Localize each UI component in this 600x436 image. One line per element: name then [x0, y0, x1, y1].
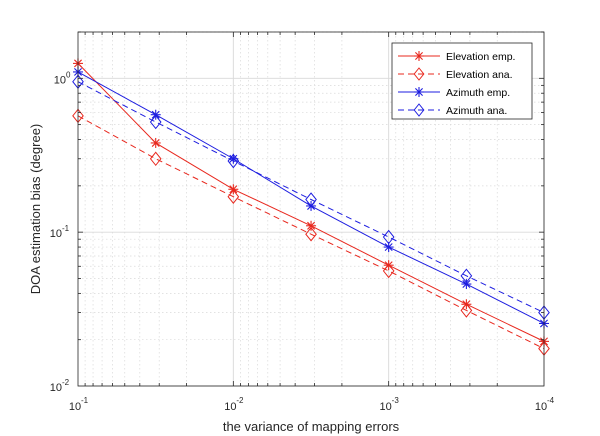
legend-entry-elevation-emp: Elevation emp. — [398, 51, 515, 63]
x-tick-label: 10-4 — [535, 396, 555, 413]
legend-entry-azimuth-ana: Azimuth ana. — [398, 103, 507, 117]
data-point-elevation-ana — [305, 226, 317, 242]
x-tick-label: 10-2 — [224, 396, 244, 413]
data-point-azimuth-ana — [149, 114, 162, 130]
data-point-elevation-ana — [149, 151, 162, 167]
data-point-elevation-ana — [460, 303, 473, 318]
y-tick-label-base: 10 — [50, 382, 62, 394]
legend-label: Elevation emp. — [446, 51, 515, 63]
y-tick-label: 10 -1 — [50, 224, 70, 240]
series-group — [72, 58, 550, 356]
data-point-elevation-ana — [227, 189, 240, 205]
asterisk-stroke — [229, 154, 238, 163]
legend-label: Azimuth emp. — [446, 87, 510, 99]
asterisk-stroke — [229, 185, 238, 194]
y-tick-label-exponent: 0 — [66, 70, 71, 79]
legend-marker — [413, 103, 425, 117]
x-tick-label-base: 10 — [69, 401, 81, 413]
asterisk-stroke — [384, 243, 393, 252]
y-tick-label-exponent: -2 — [62, 378, 70, 387]
legend: Elevation emp. Elevation ana. Azimuth emp.… — [391, 42, 533, 120]
x-tick-label-exponent: -2 — [236, 396, 244, 405]
data-point-elevation-ana — [382, 263, 395, 279]
legend-entry-elevation-ana: Elevation ana. — [398, 67, 513, 81]
series-elevation-ana — [72, 108, 550, 356]
x-tick-label-exponent: -3 — [392, 396, 400, 405]
legend-marker — [413, 67, 425, 81]
y-tick-label-exponent: -1 — [62, 224, 70, 233]
legend-entry-azimuth-emp: Azimuth emp. — [398, 87, 510, 99]
y-tick-label-base: 10 — [50, 228, 62, 240]
asterisk-stroke — [151, 138, 160, 147]
y-tick-label-base: 10 — [54, 74, 66, 86]
y-tick-label: 10 0 — [54, 70, 71, 86]
x-tick-label-exponent: -1 — [81, 396, 89, 405]
x-tick-label-base: 10 — [380, 401, 392, 413]
data-point-azimuth-ana — [305, 192, 317, 207]
x-tick-label: 10-3 — [380, 396, 400, 413]
x-tick-label-base: 10 — [535, 401, 547, 413]
legend-label: Elevation ana. — [446, 69, 513, 81]
data-point-azimuth-ana — [460, 268, 473, 284]
y-axis-label: DOA estimation bias (degree) — [28, 124, 43, 295]
asterisk-stroke — [415, 88, 423, 96]
x-tick-label-exponent: -4 — [547, 396, 555, 405]
asterisk-stroke — [307, 221, 316, 230]
series-line-azimuth-ana — [77, 81, 545, 314]
data-point-elevation-emp — [306, 220, 317, 231]
asterisk-stroke — [415, 52, 423, 60]
data-point-azimuth-ana — [227, 153, 240, 169]
x-tick-label: 10-1 — [69, 396, 89, 413]
x-tick-label-base: 10 — [224, 401, 236, 413]
legend-label: Azimuth ana. — [446, 105, 507, 117]
plot-frame — [77, 31, 545, 387]
legend-marker — [414, 51, 424, 61]
y-tick-label: 10 -2 — [50, 378, 70, 394]
data-point-azimuth-ana — [382, 229, 395, 245]
series-line-elevation-ana — [77, 115, 545, 350]
data-point-elevation-emp — [228, 184, 239, 195]
asterisk-stroke — [462, 280, 471, 289]
legend-marker — [414, 87, 424, 97]
data-point-elevation-emp — [150, 137, 161, 148]
data-point-azimuth-emp — [461, 279, 472, 290]
x-axis-label: the variance of mapping errors — [223, 419, 400, 434]
